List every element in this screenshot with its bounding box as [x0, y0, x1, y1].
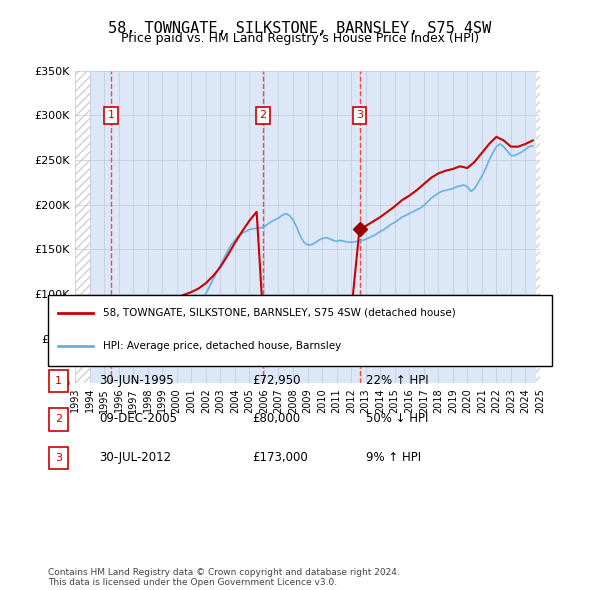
FancyBboxPatch shape — [49, 370, 68, 392]
Text: 09-DEC-2005: 09-DEC-2005 — [99, 412, 177, 425]
Text: £173,000: £173,000 — [252, 451, 308, 464]
Text: 22% ↑ HPI: 22% ↑ HPI — [366, 374, 428, 387]
Text: 9% ↑ HPI: 9% ↑ HPI — [366, 451, 421, 464]
Text: 58, TOWNGATE, SILKSTONE, BARNSLEY, S75 4SW: 58, TOWNGATE, SILKSTONE, BARNSLEY, S75 4… — [109, 21, 491, 35]
Text: HPI: Average price, detached house, Barnsley: HPI: Average price, detached house, Barn… — [103, 341, 341, 351]
Text: 3: 3 — [356, 110, 363, 120]
Bar — [75, 71, 89, 383]
Text: 2: 2 — [55, 415, 62, 424]
Text: 1: 1 — [55, 376, 62, 386]
Bar — [536, 71, 540, 383]
Text: 50% ↓ HPI: 50% ↓ HPI — [366, 412, 428, 425]
Text: 3: 3 — [55, 453, 62, 463]
Text: Contains HM Land Registry data © Crown copyright and database right 2024.
This d: Contains HM Land Registry data © Crown c… — [48, 568, 400, 587]
Text: Price paid vs. HM Land Registry's House Price Index (HPI): Price paid vs. HM Land Registry's House … — [121, 32, 479, 45]
Text: 30-JUL-2012: 30-JUL-2012 — [99, 451, 171, 464]
FancyBboxPatch shape — [48, 295, 552, 366]
Text: 1: 1 — [108, 110, 115, 120]
Text: 58, TOWNGATE, SILKSTONE, BARNSLEY, S75 4SW (detached house): 58, TOWNGATE, SILKSTONE, BARNSLEY, S75 4… — [103, 308, 456, 317]
Text: £80,000: £80,000 — [252, 412, 300, 425]
FancyBboxPatch shape — [49, 408, 68, 431]
FancyBboxPatch shape — [49, 447, 68, 469]
Text: 2: 2 — [259, 110, 266, 120]
Text: 30-JUN-1995: 30-JUN-1995 — [99, 374, 173, 387]
Text: £72,950: £72,950 — [252, 374, 301, 387]
